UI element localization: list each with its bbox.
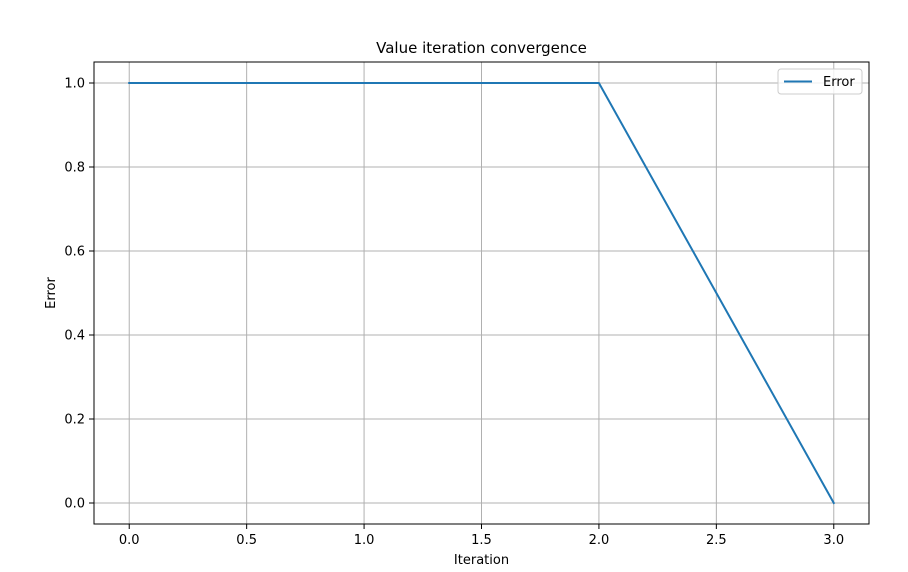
x-tick-label: 1.0	[354, 533, 375, 548]
series-line-error	[128, 82, 836, 505]
x-tick-label: 2.5	[706, 533, 727, 548]
x-axis-title: Iteration	[454, 553, 509, 568]
y-tick-label: 0.0	[64, 497, 85, 512]
x-tick-label: 2.0	[589, 533, 610, 548]
y-tick-label: 0.4	[64, 329, 85, 344]
legend: Error	[777, 68, 863, 95]
y-tick-label: 0.6	[64, 245, 85, 260]
y-tick-label: 1.0	[64, 77, 85, 92]
x-tick-label: 1.5	[471, 533, 492, 548]
y-tick-label: 0.2	[64, 413, 85, 428]
legend-label-error: Error	[823, 75, 855, 90]
legend-box	[777, 68, 863, 95]
y-axis-title: Error	[44, 277, 59, 309]
y-tick-label: 0.8	[64, 161, 85, 176]
x-tick-label: 0.0	[119, 533, 140, 548]
chart-title: Value iteration convergence	[376, 39, 587, 57]
axis-ticks: 0.0 0.5 1.0 1.5 2.0 2.5 3.0 0.0 0.2 0.4 0.6 0.8 1.0	[64, 77, 844, 549]
x-tick-label: 0.5	[236, 533, 257, 548]
x-tick-label: 3.0	[823, 533, 844, 548]
series-layer	[128, 82, 836, 505]
